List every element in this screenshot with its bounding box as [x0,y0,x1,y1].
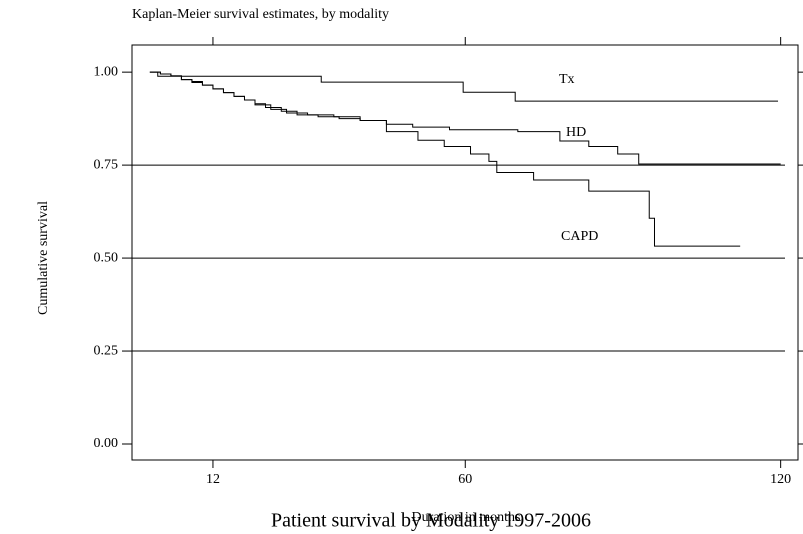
series-label: HD [566,125,586,140]
caption: Patient survival by Modality 1997-2006 [271,510,591,532]
survival-curve [149,71,779,102]
survival-curve [149,71,741,247]
x-tick-label: 12 [206,472,220,487]
x-axis-label: Duration in months [412,510,521,525]
series-label: CAPD [561,229,598,244]
y-tick-label: 0.50 [94,250,119,265]
y-tick-label: 0.25 [94,343,119,358]
series-label: Tx [559,72,575,87]
plot-frame [131,44,799,461]
chart-title: Kaplan-Meier survival estimates, by moda… [132,7,389,22]
x-tick-label: 120 [770,472,791,487]
y-tick-label: 0.00 [94,436,119,451]
survival-curve [149,71,781,165]
y-tick-label: 0.75 [94,157,119,172]
y-axis-label: Cumulative survival [36,201,51,315]
x-tick-label: 60 [458,472,472,487]
y-tick-label: 1.00 [94,64,119,79]
